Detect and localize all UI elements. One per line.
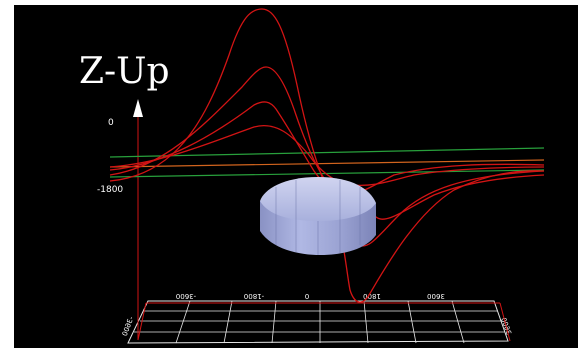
floor-grid-line <box>175 300 191 344</box>
polyhedral-cylinder-object[interactable] <box>260 177 376 255</box>
plane-line-green <box>109 147 545 158</box>
z-label-middle: -1800 <box>97 185 123 195</box>
floor-tick-label: 3600 <box>427 292 445 300</box>
scene-canvas[interactable]: -3600 -1800 0 1800 3600 -3600 3600 Z-Up … <box>14 5 578 348</box>
object-top <box>260 177 376 221</box>
floor-tick-label: 1800 <box>363 292 381 300</box>
object-facets <box>275 180 361 255</box>
floor-grid-outline <box>127 300 509 344</box>
curve-lowest <box>109 125 545 187</box>
floor-tick-labels: -3600 -1800 0 1800 3600 <box>176 292 445 300</box>
floor-grid-line <box>223 300 233 344</box>
axis-frame <box>137 113 511 342</box>
curve-third <box>109 101 545 196</box>
floor-grid-line <box>451 300 465 344</box>
floor-front-edge-axis <box>137 302 147 341</box>
reference-plane-lines <box>109 147 545 178</box>
floor-tick-label: 0 <box>305 292 309 300</box>
3d-viewport[interactable]: -3600 -1800 0 1800 3600 -3600 3600 Z-Up … <box>14 5 578 348</box>
axis-title: Z-Up <box>79 51 170 92</box>
plane-line-orange <box>109 159 545 168</box>
plane-line-green <box>109 169 545 178</box>
floor-corner-label-left: -3600 <box>121 315 135 337</box>
z-label-top: 0 <box>108 118 114 128</box>
arrow-up-icon <box>133 99 143 117</box>
floor-grid-line <box>363 300 369 344</box>
floor-grid-line <box>271 300 277 344</box>
floor-grid-line <box>407 300 417 344</box>
floor-tick-label: -1800 <box>244 292 264 300</box>
floor-tick-label: -3600 <box>176 292 196 300</box>
floor-grid <box>127 300 509 344</box>
floor-right-edge-axis <box>499 302 511 342</box>
